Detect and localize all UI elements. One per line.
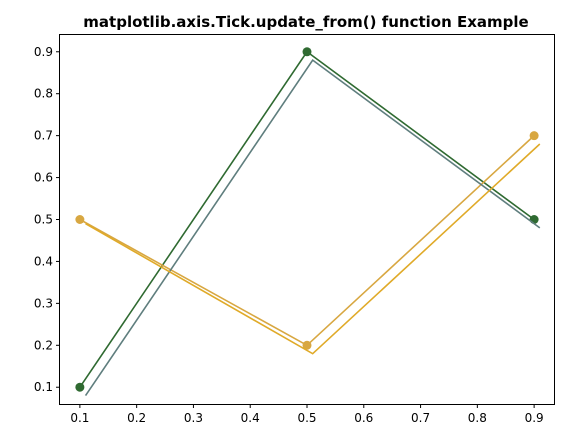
x-tick-label: 0.1 (70, 411, 89, 425)
y-tick-label: 0.9 (34, 45, 53, 59)
series-line-3 (84, 59, 541, 397)
y-tick-label: 0.5 (34, 213, 53, 227)
y-tick-label: 0.1 (34, 380, 53, 394)
x-tick-label: 0.6 (354, 411, 373, 425)
series-line-4 (85, 143, 541, 355)
series-line-2 (79, 135, 535, 347)
axes-frame (59, 34, 555, 405)
data-point (529, 131, 539, 141)
x-tick-label: 0.9 (525, 411, 544, 425)
x-tick-label: 0.3 (184, 411, 203, 425)
y-tick-label: 0.2 (34, 338, 53, 352)
x-tick-label: 0.4 (241, 411, 260, 425)
series-line-1 (79, 50, 535, 388)
y-tick-label: 0.4 (34, 254, 53, 268)
data-point (75, 382, 85, 392)
data-point (302, 340, 312, 350)
y-tick-label: 0.3 (34, 296, 53, 310)
y-tick-label: 0.6 (34, 171, 53, 185)
y-tick-label: 0.7 (34, 129, 53, 143)
data-point (529, 215, 539, 224)
x-tick-label: 0.2 (127, 411, 146, 425)
x-tick-label: 0.8 (468, 411, 487, 425)
x-axis: 0.1 0.2 0.3 0.4 0.5 0.6 0.7 0.8 0.9 (70, 404, 544, 425)
y-axis: 0.1 0.2 0.3 0.4 0.5 0.6 0.7 0.8 0.9 (34, 45, 60, 394)
y-tick-label: 0.8 (34, 87, 53, 101)
x-tick-label: 0.5 (297, 411, 316, 425)
data-point (302, 47, 312, 57)
plot-area (75, 47, 541, 397)
data-point (75, 215, 85, 224)
chart-title: matplotlib.axis.Tick.update_from() funct… (83, 13, 528, 31)
x-tick-label: 0.7 (411, 411, 430, 425)
